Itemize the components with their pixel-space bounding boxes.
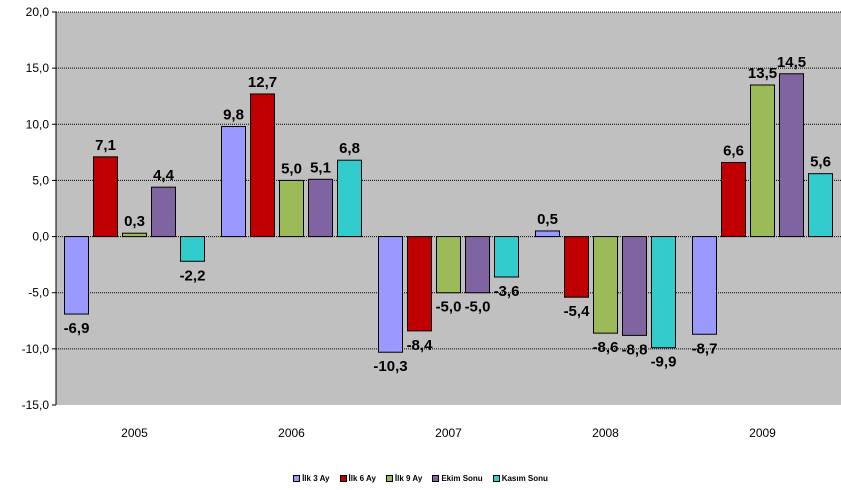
data-label: 12,7 <box>248 74 277 91</box>
bar <box>692 236 717 335</box>
bar <box>436 236 461 294</box>
bar <box>378 236 403 353</box>
bar <box>337 159 362 238</box>
y-tick-label: -10,0 <box>22 342 50 356</box>
legend-label: İlk 9 Ay <box>394 473 423 483</box>
bar <box>564 236 589 298</box>
legend-item: Ekim Sonu <box>432 470 483 486</box>
legend-swatch <box>339 474 347 482</box>
data-label: 14,5 <box>777 54 806 71</box>
x-tick-label: 2008 <box>592 426 619 440</box>
bar <box>651 236 676 349</box>
bar <box>465 236 490 294</box>
bar <box>151 186 176 238</box>
x-tick-label: 2007 <box>435 426 462 440</box>
legend-label: İlk 6 Ay <box>348 473 376 483</box>
data-label: -10,3 <box>373 358 407 375</box>
bar <box>221 126 246 238</box>
y-tick-label: 10,0 <box>26 117 50 131</box>
bar <box>279 179 304 238</box>
y-tick-label: -5,0 <box>28 286 49 300</box>
data-label: -6,9 <box>64 320 90 337</box>
legend-item: İlk 6 Ay <box>339 470 376 486</box>
bar <box>779 73 804 238</box>
data-label: 0,5 <box>537 211 558 228</box>
data-label: -5,0 <box>436 299 462 316</box>
data-label: 4,4 <box>153 167 175 184</box>
legend-item: Kasım Sonu <box>492 470 548 486</box>
bar <box>64 236 89 315</box>
bar <box>721 161 746 238</box>
bar <box>180 236 205 262</box>
x-tick-label: 2005 <box>121 426 148 440</box>
legend-label: Ekim Sonu <box>441 473 483 483</box>
bar <box>93 156 118 238</box>
data-label: -8,4 <box>407 337 434 354</box>
y-tick-label: 15,0 <box>26 61 50 75</box>
legend-label: Kasım Sonu <box>501 473 548 483</box>
x-axis-ticks: 2005 2006 2007 2008 2009 <box>121 426 776 440</box>
data-label: -2,2 <box>180 267 206 284</box>
data-label: 5,0 <box>281 160 302 177</box>
data-label: -5,0 <box>465 299 491 316</box>
y-tick-label: 20,0 <box>26 5 50 19</box>
bar <box>250 93 275 238</box>
bar <box>750 84 775 238</box>
legend-swatch <box>385 474 393 482</box>
y-axis-ticks: 20,0 15,0 10,0 5,0 0,0 -5,0 -10,0 -15,0 <box>22 5 56 412</box>
data-label: -8,6 <box>593 339 619 356</box>
data-label: -3,6 <box>494 283 520 300</box>
data-label: -8,8 <box>622 341 648 358</box>
data-label: -9,9 <box>651 354 677 371</box>
legend-item: İlk 9 Ay <box>385 470 423 486</box>
data-label: 0,3 <box>124 213 145 230</box>
bar <box>593 236 618 334</box>
legend-swatch <box>432 474 440 482</box>
data-label: 5,6 <box>810 154 831 171</box>
data-label: 5,1 <box>310 159 331 176</box>
bar <box>407 236 432 332</box>
data-label: -5,4 <box>564 303 591 320</box>
legend-item: İlk 3 Ay <box>293 470 330 486</box>
x-tick-label: 2006 <box>278 426 305 440</box>
data-labels: -6,97,10,34,4-2,29,812,75,0 5,16,8-10,3-8… <box>64 54 831 375</box>
x-tick-label: 2009 <box>749 426 776 440</box>
bar <box>122 232 147 238</box>
bar <box>494 236 519 278</box>
data-label: 7,1 <box>95 137 116 154</box>
data-label: 9,8 <box>223 107 244 124</box>
legend-swatch <box>293 474 301 482</box>
bar <box>808 173 833 238</box>
bars <box>64 73 833 353</box>
data-label: 6,8 <box>339 140 360 157</box>
legend-label: İlk 3 Ay <box>302 473 330 483</box>
data-label: 13,5 <box>748 65 777 82</box>
y-tick-label: 0,0 <box>32 230 49 244</box>
plot-area <box>56 12 841 405</box>
bar <box>535 230 560 238</box>
y-tick-label: -15,0 <box>22 398 50 412</box>
data-label: -8,7 <box>692 340 718 357</box>
bar <box>622 236 647 336</box>
legend-swatch <box>492 474 500 482</box>
bar <box>308 178 333 238</box>
legend: İlk 3 Ay İlk 6 Ay İlk 9 Ay Ekim Sonu Kasım S… <box>0 470 841 486</box>
data-label: 6,6 <box>723 142 744 159</box>
y-tick-label: 5,0 <box>32 173 49 187</box>
